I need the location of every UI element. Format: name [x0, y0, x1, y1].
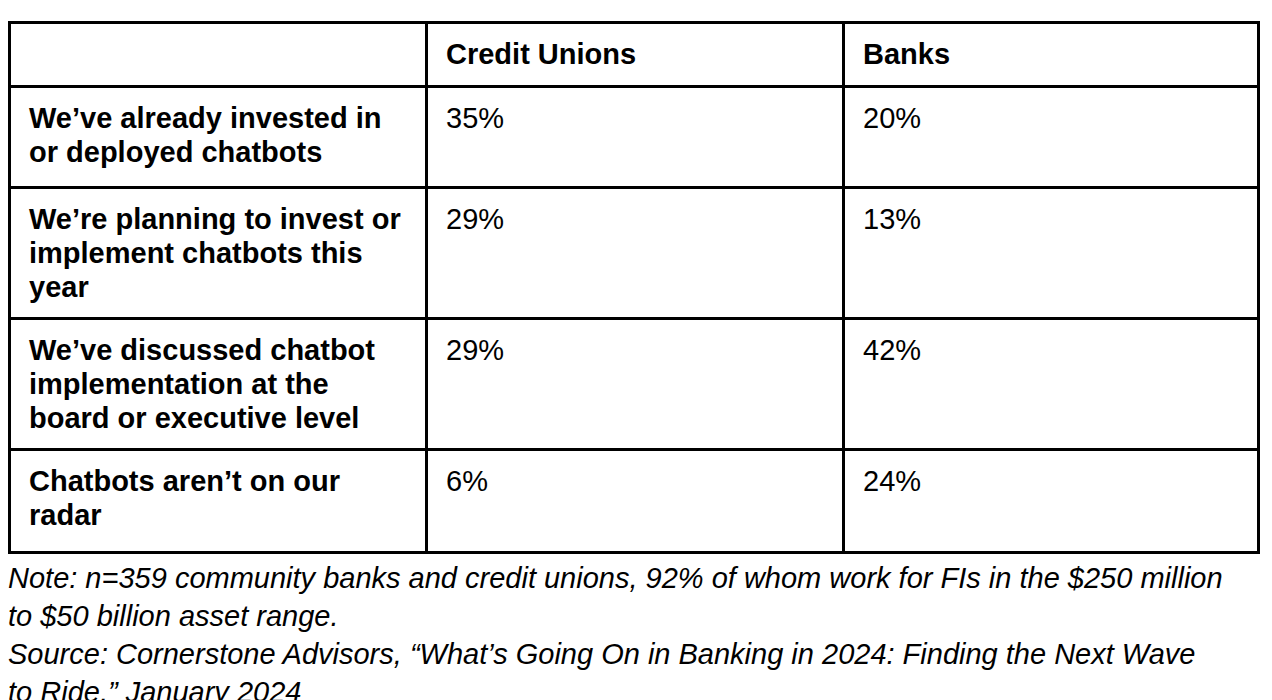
row-label-discussed: We’ve discussed chatbot implementation a… — [10, 319, 427, 450]
table-row: We’re planning to invest or implement ch… — [10, 188, 1259, 319]
table-note: Note: n=359 community banks and credit u… — [8, 559, 1224, 635]
discussed-banks-value: 42% — [844, 319, 1259, 450]
planning-credit-unions-value: 29% — [427, 188, 844, 319]
table-row: We’ve already invested in or deployed ch… — [10, 87, 1259, 188]
chatbot-adoption-table: Credit Unions Banks We’ve already invest… — [8, 21, 1260, 554]
planning-banks-value: 13% — [844, 188, 1259, 319]
row-label-invested: We’ve already invested in or deployed ch… — [10, 87, 427, 188]
footnotes: Note: n=359 community banks and credit u… — [8, 559, 1224, 700]
header-banks: Banks — [844, 23, 1259, 87]
header-empty-cell — [10, 23, 427, 87]
invested-banks-value: 20% — [844, 87, 1259, 188]
row-label-planning: We’re planning to invest or implement ch… — [10, 188, 427, 319]
discussed-credit-unions-value: 29% — [427, 319, 844, 450]
table-row: We’ve discussed chatbot implementation a… — [10, 319, 1259, 450]
table-header-row: Credit Unions Banks — [10, 23, 1259, 87]
document-page: Credit Unions Banks We’ve already invest… — [0, 0, 1272, 700]
not-on-radar-banks-value: 24% — [844, 450, 1259, 553]
table-row: Chatbots aren’t on our radar 6% 24% — [10, 450, 1259, 553]
invested-credit-unions-value: 35% — [427, 87, 844, 188]
row-label-not-on-radar: Chatbots aren’t on our radar — [10, 450, 427, 553]
not-on-radar-credit-unions-value: 6% — [427, 450, 844, 553]
header-credit-unions: Credit Unions — [427, 23, 844, 87]
table-source: Source: Cornerstone Advisors, “What’s Go… — [8, 635, 1224, 700]
